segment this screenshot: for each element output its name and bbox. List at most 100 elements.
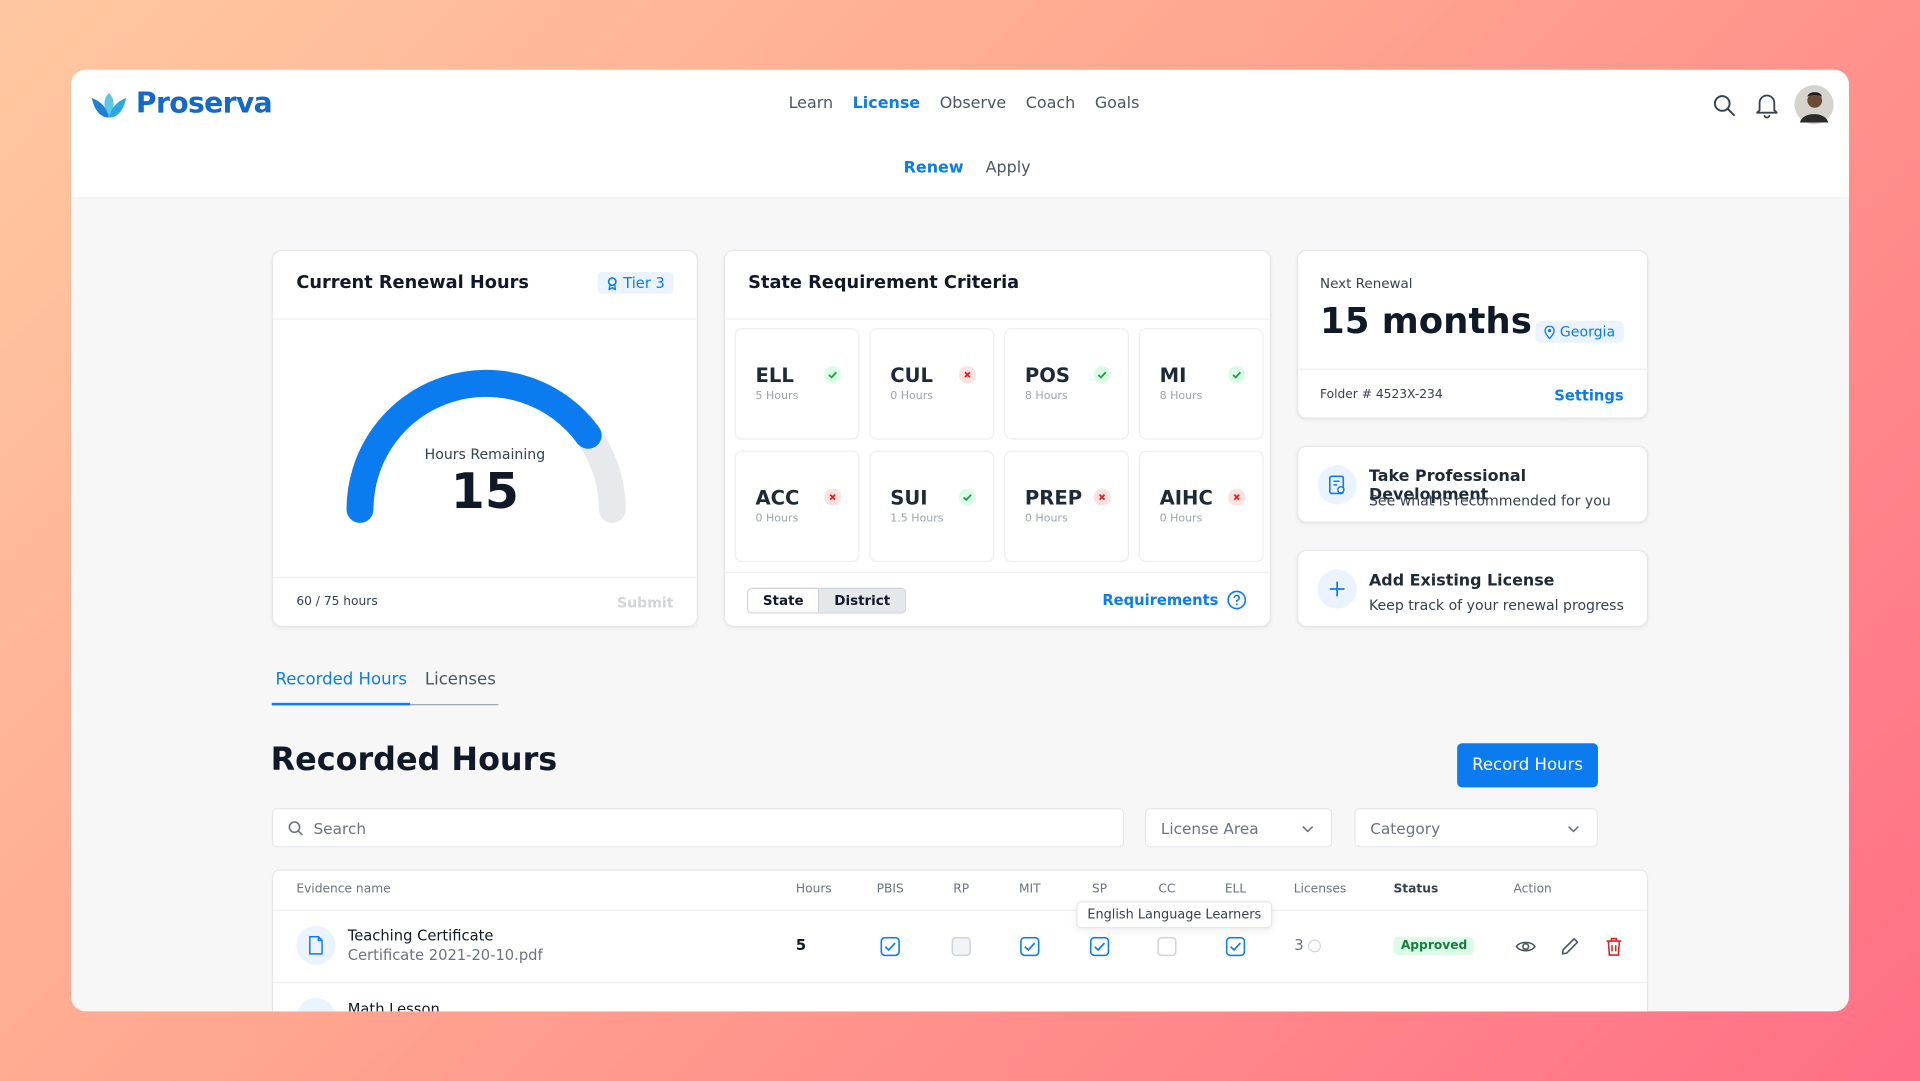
main-nav: Learn License Observe Coach Goals — [789, 94, 1140, 112]
icon — [1329, 475, 1345, 495]
evidence-file: Certificate 2021-20-10.pdf — [347, 946, 543, 964]
view-icon[interactable] — [1515, 936, 1537, 958]
criteria-hours: 0 Hours — [890, 390, 934, 403]
column-header: SP — [1091, 882, 1108, 897]
nav-item[interactable]: Learn — [788, 94, 834, 113]
criteria-code: MI — [1159, 363, 1187, 387]
divider — [273, 576, 697, 578]
icon-bg — [1093, 366, 1111, 384]
toggle-option[interactable]: District — [818, 588, 905, 613]
file-icon — [296, 925, 336, 965]
next-renewal-card: Next Renewal 15 months Georgia Folder # … — [1296, 249, 1649, 419]
nav-item[interactable]: Coach — [1025, 94, 1076, 113]
location-text: Georgia — [1559, 323, 1616, 341]
filter-select[interactable]: Category — [1354, 808, 1598, 848]
column-header: ELL — [1224, 882, 1247, 897]
action-icon — [1317, 465, 1357, 505]
icon-bg — [824, 366, 842, 384]
divider — [273, 982, 1647, 984]
search-icon[interactable] — [1712, 93, 1736, 117]
tier-text: Tier 3 — [623, 274, 665, 292]
action-title: Take Professional Development — [1368, 467, 1527, 505]
nav-item[interactable]: Goals — [1094, 94, 1140, 113]
gauge — [346, 369, 626, 523]
link-text[interactable]: Requirements — [1102, 591, 1219, 609]
action-card[interactable]: Add Existing License Keep track of your r… — [1296, 549, 1649, 627]
criteria-tile: AIHC 0 Hours — [1138, 450, 1264, 563]
nav-item[interactable]: License — [852, 94, 921, 113]
gauge-progress — [346, 369, 602, 523]
bell-icon[interactable] — [1755, 92, 1779, 119]
filter-select[interactable]: License Area — [1144, 808, 1333, 848]
check — [828, 371, 838, 379]
pencil — [1561, 938, 1579, 955]
divider — [724, 318, 1270, 320]
column-header: MIT — [1018, 882, 1041, 897]
scope-toggle: State District — [746, 587, 907, 614]
checkbox[interactable] — [1157, 936, 1177, 957]
edit-icon[interactable] — [1559, 936, 1581, 958]
licenses-value: 3 — [1294, 936, 1304, 954]
criteria-tile: CUL 0 Hours — [869, 328, 995, 440]
settings-link[interactable]: Settings — [1554, 386, 1624, 405]
tick — [1024, 942, 1036, 952]
box — [880, 936, 900, 957]
cross — [829, 494, 836, 501]
lines — [1333, 480, 1340, 486]
nav-item[interactable]: Observe — [939, 94, 1007, 113]
record-hours-button[interactable]: Record Hours — [1457, 743, 1598, 788]
criteria-tile: ACC 0 Hours — [734, 450, 860, 563]
criteria-hours: 5 Hours — [755, 390, 799, 403]
action-card[interactable]: Take Professional Development See what is… — [1296, 445, 1649, 523]
app-window: Proserva Learn License Observe Coach Goals R… — [71, 69, 1849, 1012]
lens — [1337, 486, 1345, 494]
delete-icon[interactable] — [1603, 936, 1625, 958]
criteria-code: AIHC — [1159, 486, 1213, 510]
status-badge: Approved — [1393, 936, 1475, 956]
criteria-hours: 0 Hours — [1024, 513, 1068, 526]
criteria-code: ELL — [755, 363, 794, 387]
divider — [273, 909, 1647, 912]
column-header: Licenses — [1293, 882, 1347, 897]
checkbox[interactable] — [880, 936, 900, 957]
ring — [1307, 938, 1321, 952]
action-icon — [1317, 569, 1357, 609]
divider — [273, 318, 697, 320]
checkbox[interactable] — [1089, 936, 1110, 957]
criteria-hours: 8 Hours — [1159, 390, 1203, 403]
checkbox[interactable] — [1225, 936, 1246, 957]
subnav-item[interactable]: Apply — [985, 159, 1031, 178]
location-badge: Georgia — [1535, 320, 1624, 343]
checkbox[interactable] — [1020, 936, 1040, 957]
icon — [1329, 581, 1345, 597]
avatar[interactable] — [1794, 84, 1834, 125]
renewal-hours-card: Current Renewal Hours Tier 3 Hours Remai… — [271, 249, 698, 627]
chevron — [1568, 825, 1579, 833]
progress-text: 60 / 75 hours — [296, 595, 378, 609]
submit-button[interactable]: Submit — [616, 593, 674, 612]
criteria-hours: 8 Hours — [1024, 390, 1068, 403]
plus — [1329, 581, 1345, 597]
unmet-icon — [958, 366, 976, 384]
tab[interactable]: Recorded Hours — [271, 670, 411, 706]
tier-badge: Tier 3 — [597, 271, 674, 294]
criteria-hours: 0 Hours — [1159, 513, 1203, 526]
chevron-path — [1302, 825, 1314, 833]
criteria-code: SUI — [890, 486, 928, 510]
subnav-item[interactable]: Renew — [903, 159, 964, 178]
requirements-link[interactable]: Requirements — [1102, 590, 1247, 610]
top-bar: Proserva Learn License Observe Coach Goals — [71, 69, 1849, 141]
checkbox[interactable] — [951, 936, 971, 957]
info-icon — [1307, 938, 1321, 952]
met-icon — [824, 366, 842, 384]
check — [1097, 371, 1107, 379]
criteria-code: PREP — [1024, 486, 1083, 510]
toggle-option[interactable]: State — [748, 588, 819, 613]
tab[interactable]: Licenses — [424, 669, 496, 690]
doc — [309, 936, 323, 955]
bin — [1606, 937, 1622, 956]
divider — [724, 571, 1270, 574]
search-input[interactable]: Search — [271, 808, 1125, 848]
